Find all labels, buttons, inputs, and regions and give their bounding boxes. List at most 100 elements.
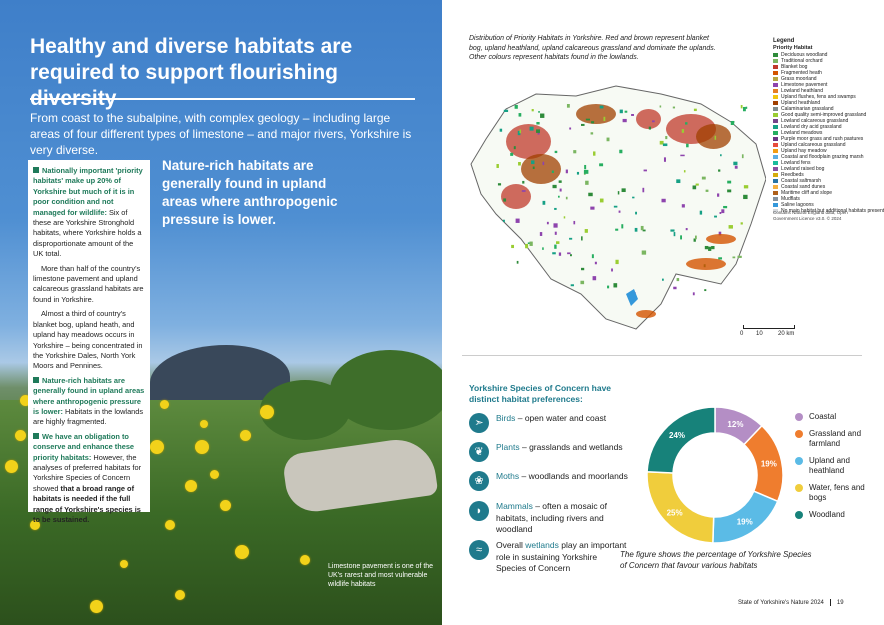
legend-swatch [773, 101, 778, 105]
legend-swatch [773, 71, 778, 75]
lowland-habitat-patch [699, 210, 703, 215]
legend-swatch [773, 59, 778, 63]
figure-caption: The figure shows the percentage of Yorks… [620, 550, 812, 570]
lowland-habitat-patch [583, 169, 589, 174]
lowland-habitat-patch [588, 192, 593, 197]
flower-blossom [30, 520, 40, 530]
lowland-habitat-patch [670, 229, 675, 232]
lowland-habitat-patch [613, 205, 618, 208]
lowland-habitat-patch [573, 220, 576, 225]
flower-blossom [300, 555, 310, 565]
info-sidebox: Nationally important 'priority habitats'… [28, 160, 150, 524]
legend-dot [795, 511, 803, 519]
lowland-habitat-patch [565, 169, 568, 174]
sidebox-bold-text: that a broad range of habitats is needed… [33, 483, 141, 524]
lowland-habitat-patch [733, 161, 738, 166]
lowland-habitat-patch [510, 152, 514, 156]
lowland-habitat-patch [615, 228, 619, 231]
flower-blossom [240, 430, 251, 441]
mammal-icon: ◗ [469, 501, 489, 521]
sidebox-paragraph: Nature-rich habitats are generally found… [33, 376, 145, 428]
lowland-habitat-patch [681, 204, 685, 208]
upland-habitat-patch [636, 109, 661, 129]
lowland-habitat-patch [641, 250, 647, 255]
lowland-habitat-patch [516, 260, 519, 264]
legend-swatch [773, 137, 778, 141]
lowland-habitat-patch [621, 188, 626, 193]
lowland-habitat-patch [599, 163, 604, 167]
photo-bush [260, 380, 350, 440]
lowland-habitat-patch [711, 246, 715, 250]
lowland-habitat-patch [694, 235, 697, 240]
species-item: ❦ Plants – grasslands and wetlands [469, 442, 629, 462]
legend-item: Lowland dry acid grassland [773, 124, 883, 130]
bullet-square-icon [33, 376, 39, 383]
lowland-habitat-patch [663, 157, 666, 162]
lowland-habitat-patch [693, 108, 697, 112]
scale-bar-line [743, 325, 795, 329]
flower-blossom [200, 420, 208, 428]
species-description: – grasslands and wetlands [519, 442, 623, 452]
lowland-habitat-patch [737, 255, 742, 258]
legend-label: Lowland raised bog [781, 166, 825, 172]
lowland-habitat-patch [536, 122, 540, 125]
legend-item: Upland hay meadow [773, 148, 883, 154]
lowland-habitat-patch [730, 121, 735, 125]
lowland-habitat-patch [685, 228, 688, 231]
lowland-habitat-patch [632, 196, 635, 199]
legend-label: Coastal sand dunes [781, 184, 826, 190]
lowland-habitat-patch [642, 229, 646, 232]
legend-item: Upland heathland [773, 100, 883, 106]
lowland-habitat-patch [606, 137, 610, 142]
lowland-habitat-patch [648, 126, 652, 130]
lowland-habitat-patch [503, 198, 507, 202]
species-pre: Overall [496, 540, 526, 550]
lowland-habitat-patch [496, 163, 499, 168]
species-item-text: Mammals – often a mosaic of habitats, in… [496, 501, 629, 536]
species-section-title: Yorkshire Species of Concern have distin… [469, 383, 612, 404]
footer-title: State of Yorkshire's Nature 2024 [738, 600, 824, 607]
legend-item: Lowland heathland [773, 88, 883, 94]
lowland-habitat-patch [581, 267, 585, 271]
lowland-habitat-patch [591, 121, 595, 124]
lowland-habitat-patch [634, 227, 638, 232]
flower-blossom [175, 590, 185, 600]
legend-item: Calaminarian grassland [773, 106, 883, 112]
coastal-habitat-patch [636, 310, 656, 318]
legend-swatch [773, 179, 778, 183]
lowland-habitat-patch [513, 146, 516, 150]
legend-swatch [773, 191, 778, 195]
legend-swatch [773, 167, 778, 171]
donut-data-label: 12% [727, 420, 743, 429]
lowland-habitat-patch [734, 165, 738, 169]
lowland-habitat-patch [538, 111, 540, 113]
legend-item: Good quality semi-improved grassland [773, 112, 883, 118]
lowland-habitat-patch [680, 154, 685, 157]
legend-item: Coastal saltmarsh [773, 178, 883, 184]
lowland-habitat-patch [556, 241, 560, 244]
lowland-habitat-patch [642, 187, 645, 193]
lowland-habitat-patch [640, 225, 644, 231]
legend-item: Lowland calcareous grassland [773, 118, 883, 124]
lowland-habitat-patch [727, 189, 732, 193]
legend-swatch [773, 95, 778, 99]
lowland-habitat-patch [659, 140, 664, 145]
legend-item: No main habitat but additional habitats … [773, 208, 884, 214]
flower-blossom [195, 440, 209, 454]
lowland-habitat-patch [692, 292, 695, 296]
legend-swatch [773, 119, 778, 123]
lowland-habitat-patch [584, 229, 588, 233]
lowland-habitat-patch [540, 113, 545, 118]
lowland-habitat-patch [599, 198, 604, 203]
lowland-habitat-patch [676, 179, 681, 184]
legend-item: Upland flushes, fens and swamps [773, 94, 883, 100]
sidebox-paragraph: We have an obligation to conserve and en… [33, 432, 145, 526]
flower-blossom [160, 400, 169, 409]
flower-blossom [20, 395, 31, 406]
bird-icon: ➣ [469, 413, 489, 433]
lowland-habitat-patch [701, 176, 706, 180]
legend-label: Fragmented heath [781, 70, 822, 76]
lowland-habitat-patch [662, 143, 668, 147]
species-item: ≈ Overall wetlands play an important role… [469, 540, 629, 575]
bullet-square-icon [33, 432, 39, 439]
